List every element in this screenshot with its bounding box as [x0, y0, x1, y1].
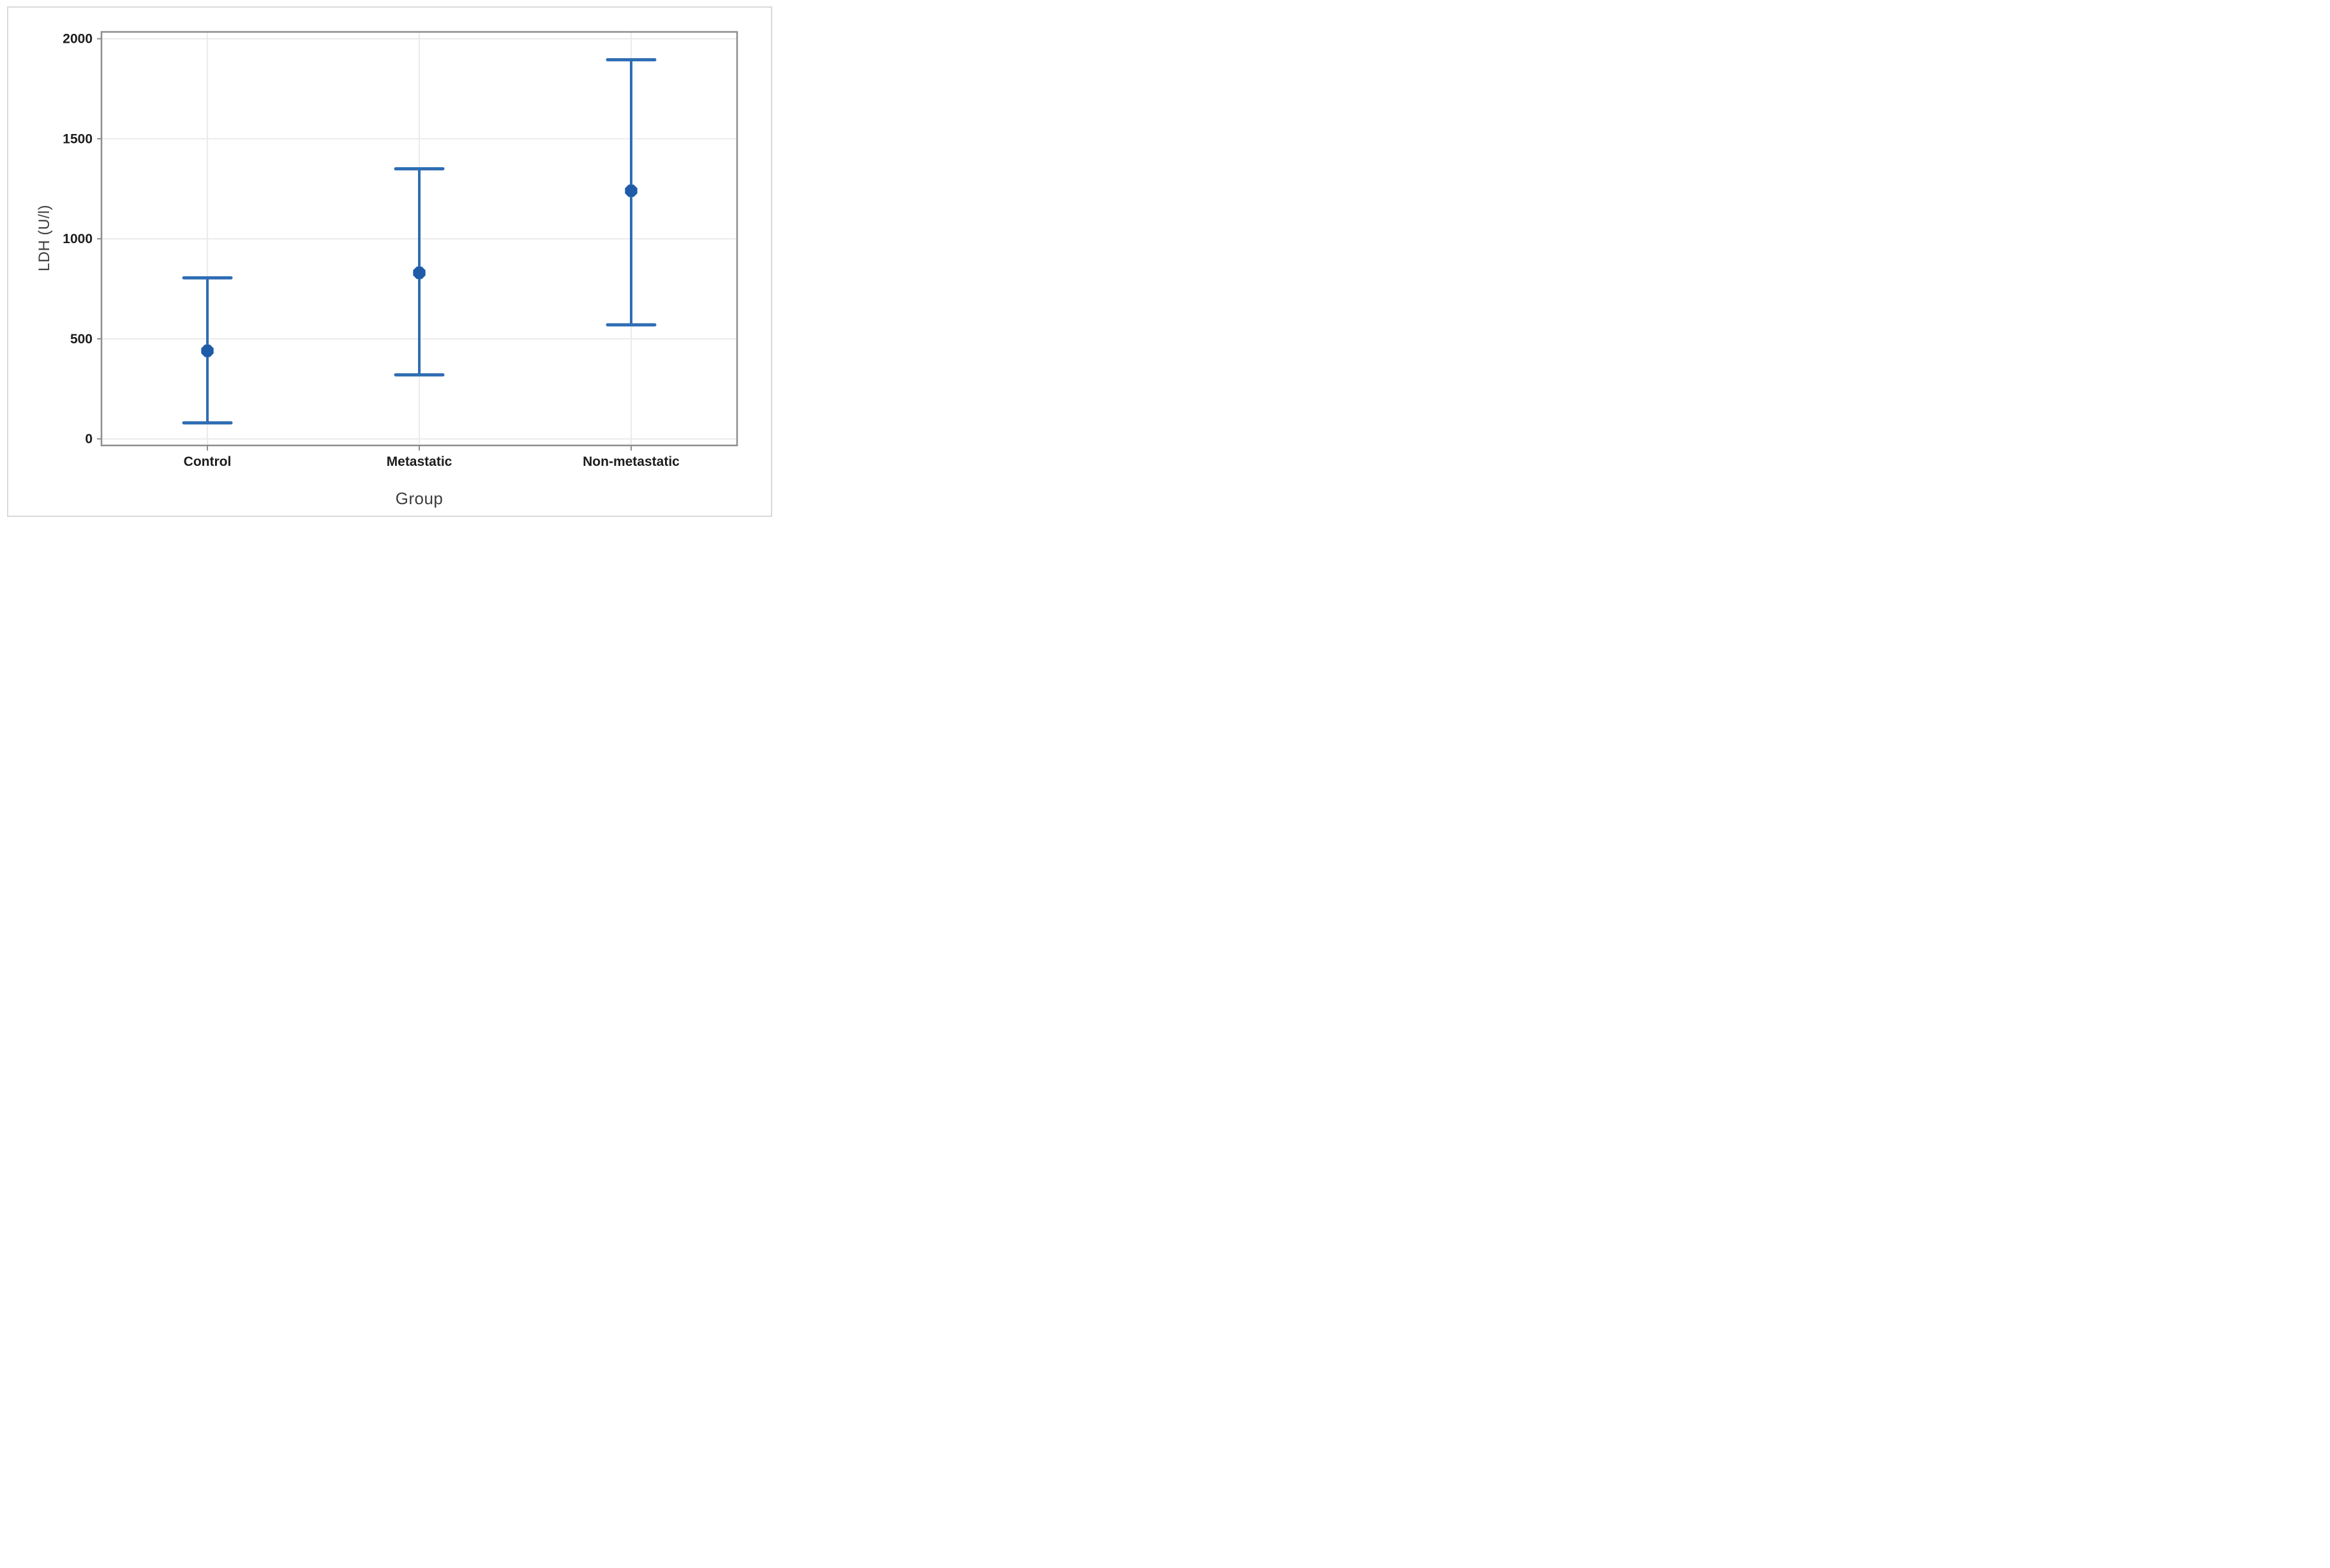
mean-marker-metastatic — [413, 266, 426, 280]
interval-plot-page: 0 500 1000 1500 2000 Control Metastatic Non-met… — [0, 0, 777, 523]
mean-marker-control — [201, 345, 214, 357]
y-axis-title: LDH (U/l) — [36, 204, 53, 272]
x-tick-label-control: Control — [184, 454, 232, 469]
y-tick-label-1000: 1000 — [63, 232, 93, 246]
y-tick-label-0: 0 — [85, 432, 93, 447]
x-axis-title: Group — [395, 489, 444, 508]
y-tick-label-500: 500 — [70, 332, 93, 347]
y-tick-label-2000: 2000 — [63, 32, 93, 47]
mean-marker-non-metastatic — [625, 184, 638, 197]
y-tick-label-1500: 1500 — [63, 131, 93, 146]
x-tick-label-metastatic: Metastatic — [387, 454, 452, 469]
plot-frame — [100, 31, 738, 447]
interval-plot: 0 500 1000 1500 2000 Control Metastatic Non-met… — [63, 31, 738, 469]
x-tick-label-non-metastatic: Non-metastatic — [583, 454, 680, 469]
